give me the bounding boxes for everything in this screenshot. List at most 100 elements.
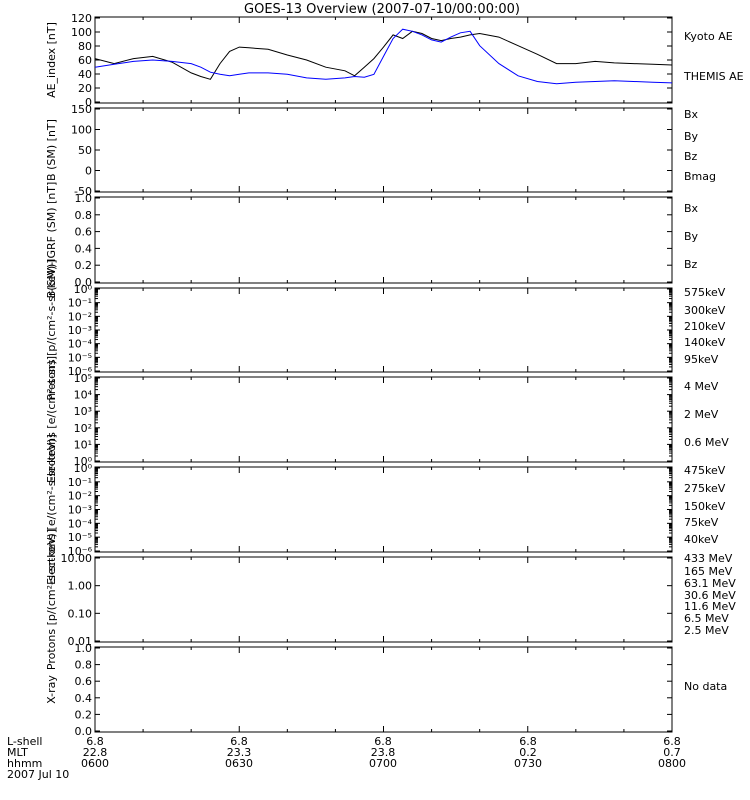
y-tick-label: 10⁰ xyxy=(74,462,93,475)
y-tick-label: 10⁻¹ xyxy=(68,476,92,489)
panel-frame xyxy=(94,646,673,733)
time-row-value: 23.8 xyxy=(371,746,396,759)
y-tick-label: 10⁻⁵ xyxy=(68,531,92,544)
legend-entry: 475keV xyxy=(684,464,726,477)
time-row-value: 0800 xyxy=(658,757,686,770)
legend-entry: 210keV xyxy=(684,320,726,333)
y-axis-label: Protons [p/(cm²-s-sr-keV)] xyxy=(45,259,58,400)
y-tick-label: 1.00 xyxy=(68,580,93,593)
y-tick-label: 60 xyxy=(78,54,92,67)
legend-entry: 2 MeV xyxy=(684,408,719,421)
y-tick-label: 10⁻¹ xyxy=(68,297,92,310)
panel-frame xyxy=(94,466,673,553)
time-row-value: 0.7 xyxy=(663,746,681,759)
y-tick-label: 20 xyxy=(78,82,92,95)
legend-entry: By xyxy=(684,230,699,243)
annotation: No data xyxy=(684,680,727,693)
y-tick-label: 10² xyxy=(74,422,92,435)
panel-frame xyxy=(94,287,673,373)
legend-entry: 575keV xyxy=(684,286,726,299)
legend-entry: 150keV xyxy=(684,500,726,513)
y-tick-label: 0.4 xyxy=(75,242,93,255)
legend-entry: 275keV xyxy=(684,482,726,495)
chart-title: GOES-13 Overview (2007-07-10/00:00:00) xyxy=(244,2,520,17)
time-row-value: 23.3 xyxy=(227,746,252,759)
legend-entry: 4 MeV xyxy=(684,380,719,393)
y-tick-label: 1.0 xyxy=(75,642,93,655)
y-tick-label: 10⁰ xyxy=(74,283,93,296)
y-tick-label: 100 xyxy=(71,124,92,137)
panel-5: 10⁰ 10¹ 10² 10³ 10⁴ 10⁵ Electrons [e/(cm²-s-sr… xyxy=(45,356,729,483)
time-row-value: 6.8 xyxy=(86,735,104,748)
y-tick-label: 10⁻³ xyxy=(68,324,92,337)
legend-entry: 40keV xyxy=(684,533,719,546)
legend-entry: 0.6 MeV xyxy=(684,436,729,449)
y-tick-label: 10⁵ xyxy=(74,372,92,385)
y-tick-label: 10⁴ xyxy=(74,389,93,402)
y-tick-label: 10⁻⁶ xyxy=(68,365,93,378)
panel-frame xyxy=(94,16,673,104)
y-tick-label: 0.2 xyxy=(75,259,93,272)
y-tick-label: 120 xyxy=(71,12,92,25)
legend-entry: By xyxy=(684,130,699,143)
time-row-value: 6.8 xyxy=(663,735,681,748)
y-tick-label: 0.6 xyxy=(75,226,93,239)
y-tick-label: 0.6 xyxy=(75,675,93,688)
y-tick-label: 0.2 xyxy=(75,708,93,721)
panel-frame xyxy=(94,196,673,284)
series-line-kyoto-ae xyxy=(94,30,673,80)
y-tick-label: 10⁰ xyxy=(74,455,93,468)
y-axis-label: B(SM)-IGRF (SM) [nT] xyxy=(45,182,58,299)
series-line-themis-ae xyxy=(94,28,673,85)
panel-frame xyxy=(94,107,673,193)
time-row-value: 22.8 xyxy=(83,746,108,759)
time-row-value: 0730 xyxy=(514,757,542,770)
legend-entry: 433 MeV xyxy=(684,552,733,565)
y-tick-label: 0 xyxy=(85,165,92,178)
y-tick-label: 40 xyxy=(78,68,92,81)
legend-entry: 30.6 MeV xyxy=(684,589,736,602)
time-axis-labels: L-shell 6.8 6.8 6.8 6.8 6.8 MLT 22.8 23.3 23.8 0.2… xyxy=(7,735,686,781)
y-tick-label: 10⁻⁴ xyxy=(68,338,93,351)
y-tick-label: 0.4 xyxy=(75,692,93,705)
legend-entry: 300keV xyxy=(684,304,726,317)
y-tick-label: 0.0 xyxy=(75,725,93,738)
y-tick-label: 10⁻³ xyxy=(68,504,92,517)
time-row-value: 0600 xyxy=(81,757,109,770)
y-tick-label: 10⁻⁶ xyxy=(68,545,93,558)
y-tick-label: 10³ xyxy=(74,405,92,418)
panel-8: 0.0 0.2 0.4 0.6 0.8 1.0 X-ray No data xyxy=(45,642,727,738)
time-row-label: MLT xyxy=(7,746,28,759)
y-tick-label: 0 xyxy=(85,96,92,109)
date-label: 2007 Jul 10 xyxy=(7,768,69,781)
time-row-label: L-shell xyxy=(7,735,43,748)
y-tick-label: 80 xyxy=(78,40,92,53)
y-tick-label: 150 xyxy=(71,103,92,116)
legend-entry: 95keV xyxy=(684,353,719,366)
y-tick-label: 0.10 xyxy=(68,607,93,620)
legend-entry: 165 MeV xyxy=(684,565,733,578)
legend-entry: Bx xyxy=(684,202,699,215)
y-tick-label: 0.8 xyxy=(75,659,93,672)
y-tick-label: 10⁻⁴ xyxy=(68,517,93,530)
y-tick-label: 50 xyxy=(78,144,92,157)
legend-entry: Kyoto AE xyxy=(684,30,733,43)
time-row-value: 0.2 xyxy=(519,746,537,759)
y-tick-label: 0.01 xyxy=(68,635,93,648)
y-tick-label: 10.00 xyxy=(61,552,93,565)
legend-entry: Bz xyxy=(684,150,698,163)
y-tick-label: -50 xyxy=(74,185,92,198)
y-tick-label: 0.8 xyxy=(75,209,93,222)
legend-entry: THEMIS AE xyxy=(683,70,744,83)
time-row-value: 6.8 xyxy=(230,735,248,748)
time-row-label: hhmm xyxy=(7,757,42,770)
y-tick-label: 1.0 xyxy=(75,192,93,205)
time-row-value: 0700 xyxy=(369,757,397,770)
y-tick-label: 0.0 xyxy=(75,276,93,289)
y-tick-label: 100 xyxy=(71,26,92,39)
